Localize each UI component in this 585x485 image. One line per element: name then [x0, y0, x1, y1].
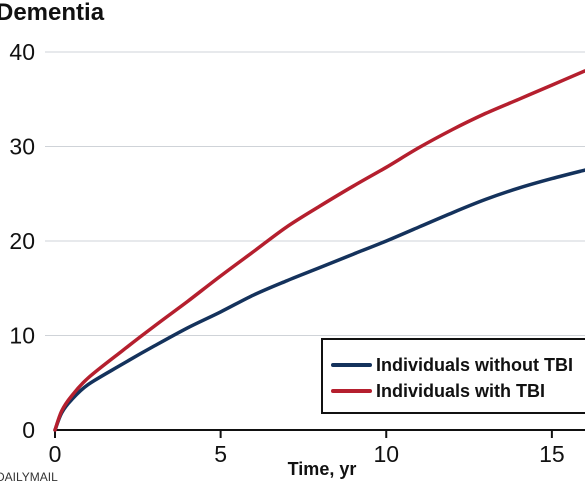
y-tick-label-1: 10	[9, 323, 35, 349]
series-line-0	[53, 168, 585, 432]
legend: Individuals without TBI Individuals with …	[321, 338, 585, 414]
x-tick-label-3: 15	[539, 441, 565, 467]
axes	[54, 429, 585, 438]
series-lines	[53, 69, 585, 432]
x-tick-labels: 0 5 10 15	[49, 441, 565, 467]
chart-title: Dementia	[0, 0, 105, 26]
series-line-1	[53, 69, 585, 432]
x-axis-label: Time, yr	[288, 459, 357, 479]
y-tick-label-3: 30	[9, 134, 35, 160]
gridlines	[45, 51, 585, 336]
y-tick-label-2: 20	[9, 228, 35, 254]
legend-label-1: Individuals with TBI	[376, 381, 545, 401]
x-tick-label-0: 0	[49, 441, 62, 467]
y-tick-labels: 0 10 20 30 40	[9, 39, 35, 443]
legend-box	[321, 338, 585, 414]
y-tick-label-0: 0	[22, 417, 35, 443]
x-tick-label-2: 10	[373, 441, 399, 467]
x-tick-label-1: 5	[214, 441, 227, 467]
credit-background	[0, 465, 68, 485]
y-tick-label-4: 40	[9, 39, 35, 65]
legend-label-0: Individuals without TBI	[376, 355, 573, 375]
credit-text: DAILYMAIL	[0, 470, 58, 484]
